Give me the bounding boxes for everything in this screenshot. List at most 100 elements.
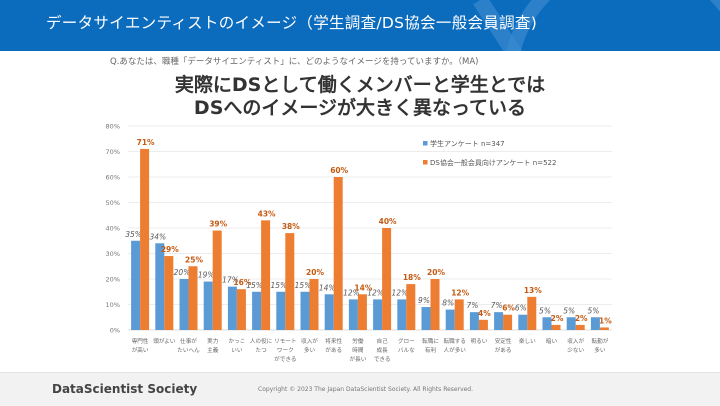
- x-tick-label: 収入が: [301, 337, 318, 345]
- x-tick-label: 明るい: [471, 338, 488, 345]
- data-label-student: 5%: [539, 306, 551, 315]
- copyright: Copyright © 2023 The Japan DataScientist…: [258, 386, 474, 393]
- x-tick-label: 自己: [376, 337, 388, 345]
- bar-member: [406, 284, 416, 330]
- x-tick-label: 転勤が: [592, 337, 609, 345]
- bar-member: [188, 266, 198, 330]
- bar-student: [566, 317, 576, 330]
- x-tick-label: バルな: [398, 347, 415, 354]
- bar-student: [397, 299, 407, 330]
- bar-student: [445, 309, 455, 330]
- survey-question: Q.あなたは、職種「データサイエンティスト」に、どのようなイメージを持っています…: [110, 57, 479, 67]
- x-tick-label: 実力: [207, 337, 219, 345]
- x-tick-label: 仕事が: [180, 337, 197, 345]
- data-label-student: 14%: [319, 283, 336, 292]
- bar-member: [551, 324, 561, 330]
- x-tick-label: 収入が: [567, 337, 584, 345]
- data-label-member: 2%: [575, 314, 588, 323]
- legend-label: 学生アンケート n=347: [430, 139, 505, 148]
- data-label-student: 35%: [125, 230, 142, 239]
- bar-member: [309, 279, 319, 330]
- data-label-student: 12%: [391, 288, 408, 297]
- bar-student: [276, 291, 286, 330]
- bar-member: [503, 314, 513, 330]
- x-tick-label: たいへん: [177, 347, 200, 354]
- bar-student: [227, 286, 237, 330]
- x-tick-label: 多い: [594, 346, 606, 354]
- bar-student: [203, 281, 213, 330]
- bar-student: [590, 317, 600, 330]
- x-tick-label: 人が多い: [444, 346, 467, 354]
- data-label-student: 6%: [515, 304, 527, 313]
- y-tick-label: 40%: [106, 225, 120, 233]
- bar-member: [478, 319, 488, 330]
- data-label-student: 8%: [442, 299, 454, 308]
- data-label-member: 29%: [161, 245, 179, 254]
- bar-member: [164, 256, 174, 330]
- bar-student: [373, 299, 383, 330]
- brand-logo: DataScientist Society: [52, 382, 198, 396]
- x-tick-label: グロー: [398, 337, 415, 345]
- data-label-member: 71%: [137, 138, 155, 147]
- bar-student: [542, 317, 552, 330]
- bar-member: [333, 177, 343, 330]
- bar-member: [357, 294, 367, 330]
- y-tick-label: 50%: [106, 199, 120, 207]
- x-tick-label: がある: [495, 346, 512, 354]
- data-label-member: 43%: [258, 209, 276, 218]
- headline-line-2: DSへのイメージが大きく異なっている: [193, 97, 527, 119]
- y-tick-label: 0%: [110, 327, 120, 335]
- data-label-member: 38%: [282, 222, 300, 231]
- data-label-student: 15%: [295, 281, 312, 290]
- x-tick-label: 頭がよい: [153, 337, 176, 345]
- bar-member: [454, 299, 464, 330]
- bar-member: [527, 296, 537, 330]
- bar-member: [140, 148, 150, 330]
- bar-member: [430, 279, 440, 330]
- data-label-member: 13%: [524, 286, 542, 295]
- page-title: データサイエンティストのイメージ（学生調査/DS協会一般会員調査): [46, 14, 538, 32]
- bar-student: [324, 294, 334, 330]
- data-label-student: 12%: [343, 288, 360, 297]
- x-tick-label: たつ: [255, 347, 267, 354]
- bar-student: [155, 243, 165, 330]
- y-tick-label: 70%: [106, 148, 120, 156]
- data-label-student: 7%: [466, 301, 478, 310]
- x-tick-label: 暗い: [546, 337, 558, 345]
- data-label-student: 17%: [222, 276, 239, 285]
- data-label-member: 14%: [354, 283, 372, 292]
- x-tick-label: がある: [325, 346, 342, 354]
- data-label-member: 25%: [185, 255, 203, 264]
- x-tick-label: が高い: [132, 346, 149, 354]
- data-label-member: 20%: [306, 268, 324, 277]
- footer: DataScientist Society Copyright © 2023 T…: [0, 372, 720, 406]
- bar-student: [421, 307, 431, 330]
- bar-student: [179, 279, 189, 330]
- headline-line-1: 実際にDSとして働くメンバーと学生とでは: [174, 74, 546, 96]
- y-tick-label: 20%: [106, 276, 120, 284]
- bar-student: [252, 291, 262, 330]
- bar-student: [469, 312, 479, 330]
- header-banner: データサイエンティストのイメージ（学生調査/DS協会一般会員調査): [0, 0, 720, 51]
- bar-member: [261, 220, 271, 330]
- x-tick-label: が長い: [350, 355, 367, 363]
- data-label-student: 19%: [198, 271, 215, 280]
- data-label-member: 4%: [478, 309, 491, 318]
- x-tick-label: いい: [231, 347, 243, 354]
- bar-member: [575, 324, 585, 330]
- x-tick-label: ワーク: [277, 347, 294, 354]
- legend-label: DS協会一般会員向けアンケート n=522: [430, 158, 556, 167]
- logo-decoration-icon: [473, 0, 720, 51]
- x-tick-label: かっこ: [229, 338, 246, 345]
- x-tick-label: 主義: [207, 346, 219, 354]
- data-label-member: 1%: [599, 316, 612, 325]
- bar-member: [599, 327, 609, 330]
- data-label-student: 20%: [174, 268, 191, 277]
- legend-swatch: [423, 160, 428, 165]
- bar-student: [494, 312, 504, 330]
- data-label-member: 16%: [233, 278, 251, 287]
- bar-student: [348, 299, 358, 330]
- data-label-student: 5%: [587, 306, 599, 315]
- legend-swatch: [423, 141, 428, 146]
- data-label-student: 9%: [418, 296, 430, 305]
